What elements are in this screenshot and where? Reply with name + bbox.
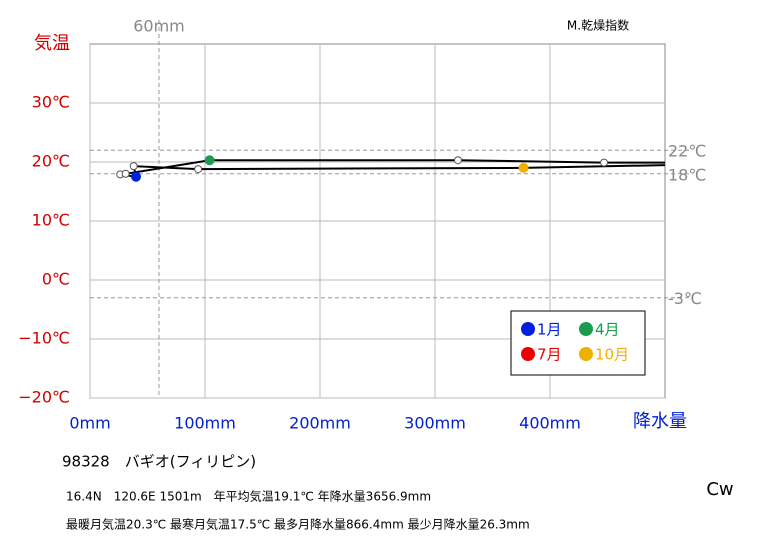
x-tick-label: 400mm bbox=[519, 414, 581, 433]
x-tick-label: 300mm bbox=[404, 414, 466, 433]
month-marker bbox=[518, 162, 529, 173]
legend-marker bbox=[521, 322, 535, 336]
month-marker bbox=[194, 165, 203, 174]
y-tick-label: −20℃ bbox=[18, 388, 70, 407]
month-marker bbox=[600, 158, 609, 167]
y-axis-label: 気温 bbox=[34, 33, 70, 54]
legend-box bbox=[510, 310, 646, 376]
month-marker bbox=[129, 162, 138, 171]
legend-label: 1月 bbox=[537, 321, 562, 339]
month-marker bbox=[454, 156, 462, 165]
info-line: 16.4N 120.6E 1501m 年平均気温19.1℃ 年降水量3656.9… bbox=[66, 489, 431, 504]
y-tick-label: 30℃ bbox=[32, 93, 70, 112]
legend-label: 4月 bbox=[595, 321, 620, 339]
month-marker bbox=[131, 171, 141, 182]
x-tick-label: 100mm bbox=[174, 414, 236, 433]
y-tick-label: 10℃ bbox=[32, 211, 70, 230]
y-tick-label: −10℃ bbox=[18, 329, 70, 348]
plot-clip bbox=[116, 155, 665, 182]
x-tick-label: 200mm bbox=[289, 414, 351, 433]
reference-label: 18℃ bbox=[668, 165, 706, 184]
x-axis-label: 降水量 bbox=[633, 411, 687, 432]
corner-note: M.乾燥指数 bbox=[567, 18, 629, 33]
month-marker bbox=[204, 155, 215, 166]
reference-label: -3℃ bbox=[668, 289, 702, 308]
legend-marker bbox=[579, 347, 593, 361]
legend-label: 10月 bbox=[595, 346, 629, 364]
climate-class: Cw bbox=[706, 479, 733, 500]
reference-label: 22℃ bbox=[668, 142, 706, 161]
x-tick-label: 0mm bbox=[69, 414, 110, 433]
reference-label: 60mm bbox=[133, 17, 185, 36]
y-tick-label: 20℃ bbox=[32, 152, 70, 171]
legend-marker bbox=[521, 347, 535, 361]
legend-marker bbox=[579, 322, 593, 336]
info-line: 最暖月気温20.3℃ 最寒月気温17.5℃ 最多月降水量866.4mm 最少月降… bbox=[66, 517, 530, 532]
station: 98328 バギオ(フィリピン) bbox=[62, 453, 256, 471]
y-tick-label: 0℃ bbox=[42, 270, 70, 289]
legend-label: 7月 bbox=[537, 346, 562, 364]
month-marker bbox=[121, 169, 130, 178]
